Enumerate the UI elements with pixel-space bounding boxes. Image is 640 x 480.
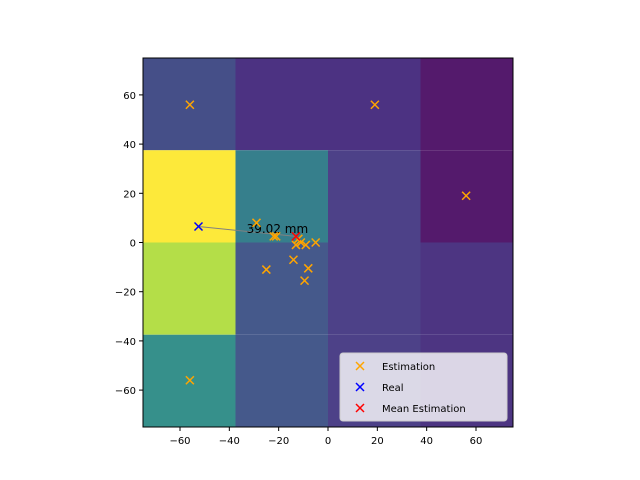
heatmap-cell [143, 242, 236, 335]
heatmap-cell [420, 242, 513, 335]
heatmap-cell [420, 58, 513, 151]
estimation-point [291, 240, 301, 250]
estimation-point [300, 276, 310, 286]
y-tick-label: −20 [115, 288, 136, 299]
legend-marker [355, 403, 365, 413]
mean-estimation-point [291, 231, 301, 241]
x-tick-label: −20 [268, 436, 289, 447]
estimation-point [269, 231, 279, 241]
heatmap-cell [235, 334, 328, 427]
x-axis-ticks: −60 −40 −20 0 20 40 60 [169, 427, 482, 447]
y-tick-label: −60 [115, 386, 136, 397]
estimation-point [185, 100, 195, 110]
x-tick-label: −60 [169, 436, 190, 447]
y-tick-label: 20 [123, 189, 136, 200]
x-tick-label: 60 [470, 436, 483, 447]
heatmap-cell [328, 242, 421, 335]
legend-marker [355, 361, 365, 371]
estimation-point [185, 375, 195, 385]
estimation-point [261, 265, 271, 275]
legend-entry-label: Estimation [382, 362, 435, 373]
estimation-point [271, 231, 281, 241]
legend: Estimation Real Mean Estimation [339, 352, 508, 422]
estimation-point [251, 218, 261, 228]
y-tick-label: 60 [123, 91, 136, 102]
distance-line [198, 226, 296, 237]
heatmap-cell [235, 242, 328, 335]
estimation-point [461, 191, 471, 201]
heatmap-cell [235, 150, 328, 243]
y-tick-label: 0 [130, 239, 136, 250]
estimation-point [311, 237, 321, 248]
x-tick-label: 40 [420, 436, 433, 447]
heatmap-cell [235, 58, 328, 151]
legend-box [339, 352, 508, 422]
estimation-point [370, 100, 380, 110]
legend-entry-label: Real [382, 383, 404, 394]
scatter-points [185, 100, 471, 385]
legend-marker [355, 382, 365, 392]
heatmap-cell [328, 150, 421, 243]
estimation-point [303, 263, 313, 273]
y-tick-label: −40 [115, 337, 136, 348]
estimation-point [301, 240, 311, 250]
legend-entry-label: Mean Estimation [382, 404, 466, 415]
x-tick-label: 20 [371, 436, 384, 447]
x-tick-label: −40 [219, 436, 240, 447]
x-tick-label: 0 [325, 436, 331, 447]
real-point [193, 221, 204, 232]
heatmap-cell [143, 150, 236, 243]
y-tick-label: 40 [123, 140, 136, 151]
y-axis-ticks: −60 −40 −20 0 20 40 60 [115, 91, 143, 397]
estimation-point [288, 255, 298, 265]
